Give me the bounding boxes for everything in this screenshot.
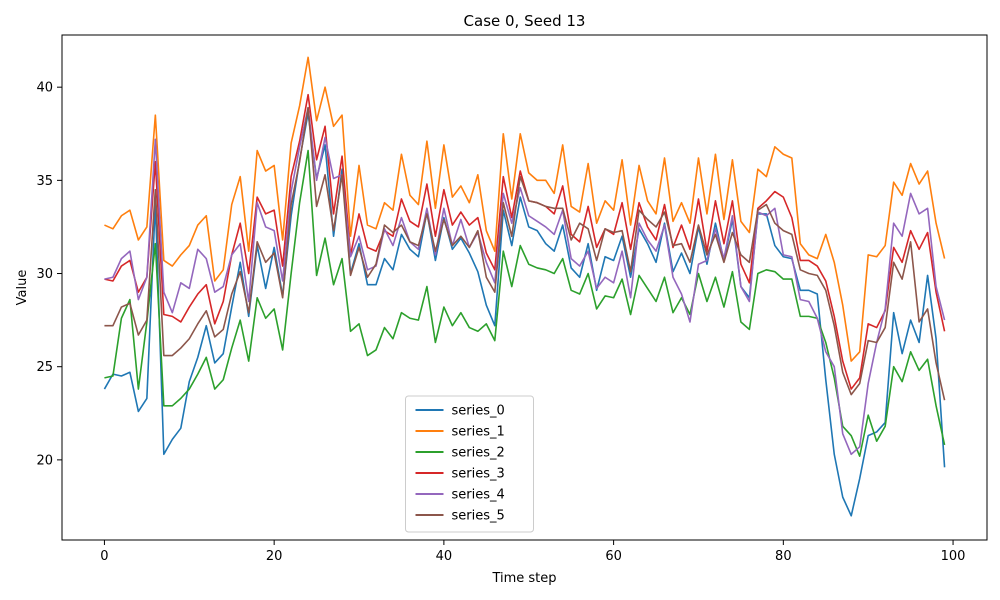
y-axis-label: Value bbox=[15, 270, 30, 306]
series-line-1 bbox=[104, 56, 946, 362]
x-axis-label: Time step bbox=[491, 571, 556, 586]
x-tick-label: 60 bbox=[605, 549, 622, 564]
x-tick-label: 20 bbox=[266, 549, 283, 564]
legend-label-0: series_0 bbox=[452, 404, 505, 419]
y-tick-label: 30 bbox=[36, 267, 53, 282]
legend: series_0 series_1 series_2 series_3 series_4… bbox=[405, 395, 534, 533]
x-axis: 0 20 40 60 80 100 bbox=[100, 540, 965, 564]
y-tick-label: 25 bbox=[36, 360, 53, 375]
legend-label-1: series_1 bbox=[452, 425, 505, 440]
x-tick-label: 40 bbox=[436, 549, 453, 564]
legend-label-3: series_3 bbox=[452, 467, 505, 482]
series-line-3 bbox=[104, 93, 946, 390]
x-tick-label: 80 bbox=[775, 549, 792, 564]
legend-label-4: series_4 bbox=[452, 488, 505, 503]
y-tick-label: 40 bbox=[36, 81, 53, 96]
y-tick-label: 20 bbox=[36, 453, 53, 468]
x-tick-label: 100 bbox=[941, 549, 966, 564]
y-axis: 20 25 30 35 40 bbox=[36, 81, 62, 468]
plot-frame bbox=[61, 34, 988, 541]
series-layer bbox=[103, 56, 946, 517]
legend-label-2: series_2 bbox=[452, 446, 505, 461]
y-tick-label: 35 bbox=[36, 174, 53, 189]
series-line-5 bbox=[104, 106, 946, 401]
legend-label-5: series_5 bbox=[452, 509, 505, 524]
x-tick-label: 0 bbox=[100, 549, 108, 564]
series-line-4 bbox=[104, 106, 946, 456]
chart-title: Case 0, Seed 13 bbox=[464, 12, 586, 30]
series-line-2 bbox=[104, 149, 946, 457]
